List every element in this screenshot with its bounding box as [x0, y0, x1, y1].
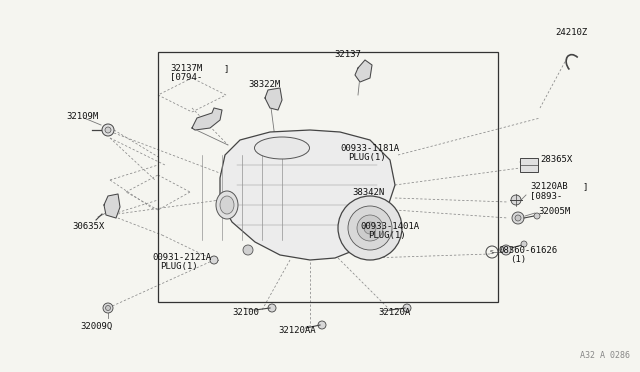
Circle shape [357, 215, 383, 241]
Circle shape [512, 212, 524, 224]
Text: 32109M: 32109M [66, 112, 99, 121]
Text: 38322M: 38322M [248, 80, 280, 89]
Bar [158, 52, 498, 302]
Circle shape [534, 213, 540, 219]
Circle shape [521, 241, 527, 247]
Text: 24210Z: 24210Z [555, 28, 588, 37]
Circle shape [103, 303, 113, 313]
Circle shape [268, 304, 276, 312]
Text: 32120AB: 32120AB [530, 182, 568, 191]
Circle shape [364, 222, 376, 234]
Text: A32 A 0286: A32 A 0286 [580, 351, 630, 360]
Text: 32137: 32137 [334, 50, 361, 59]
Text: 32005M: 32005M [538, 207, 570, 216]
Text: 32009Q: 32009Q [80, 322, 112, 331]
Text: ]: ] [223, 64, 228, 73]
Text: 30635X: 30635X [72, 222, 104, 231]
Text: 00933-1181A: 00933-1181A [340, 144, 399, 153]
Circle shape [210, 256, 218, 264]
Text: 00931-2121A: 00931-2121A [152, 253, 211, 262]
Text: 00933-1401A: 00933-1401A [360, 222, 419, 231]
Bar [520, 158, 538, 172]
Circle shape [106, 305, 111, 311]
Text: [0893-: [0893- [530, 191, 563, 200]
Ellipse shape [255, 137, 310, 159]
Text: 08360-61626: 08360-61626 [498, 246, 557, 255]
Text: PLUG(1): PLUG(1) [160, 262, 198, 271]
Text: 32120AA: 32120AA [278, 326, 316, 335]
Polygon shape [192, 108, 222, 130]
Circle shape [501, 245, 511, 255]
Polygon shape [265, 88, 282, 110]
Circle shape [243, 245, 253, 255]
Polygon shape [355, 60, 372, 82]
Text: 32120A: 32120A [378, 308, 410, 317]
Polygon shape [104, 194, 120, 218]
Circle shape [338, 196, 402, 260]
Text: 32137M: 32137M [170, 64, 202, 73]
Circle shape [511, 195, 521, 205]
Circle shape [102, 124, 114, 136]
Ellipse shape [216, 191, 238, 219]
PathPatch shape [220, 130, 395, 260]
Circle shape [318, 321, 326, 329]
Text: [0794-: [0794- [170, 72, 202, 81]
Text: PLUG(1): PLUG(1) [348, 153, 386, 162]
Text: (1): (1) [510, 255, 526, 264]
Text: S: S [490, 250, 494, 254]
Circle shape [403, 304, 411, 312]
Circle shape [515, 215, 521, 221]
Text: 38342N: 38342N [352, 188, 384, 197]
Ellipse shape [220, 196, 234, 214]
Circle shape [105, 127, 111, 133]
Text: 32100: 32100 [232, 308, 259, 317]
Text: PLUG(1): PLUG(1) [368, 231, 406, 240]
Text: 28365X: 28365X [540, 155, 572, 164]
Circle shape [348, 206, 392, 250]
Text: ]: ] [582, 182, 588, 191]
